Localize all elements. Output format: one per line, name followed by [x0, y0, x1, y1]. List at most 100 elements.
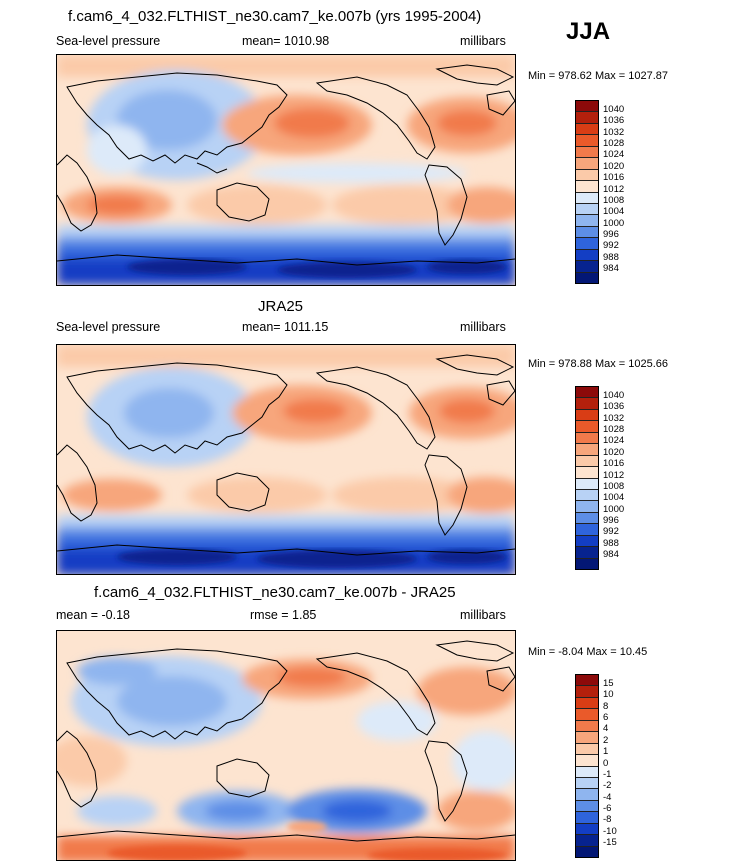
panel3-map [56, 630, 516, 861]
colorbar-swatch [576, 135, 598, 147]
panel3-rmse-label: rmse = 1.85 [250, 608, 317, 622]
colorbar-swatch [576, 743, 598, 756]
colorbar-swatch [576, 203, 598, 216]
cbar2-tick: 1024 [603, 435, 625, 446]
colorbar-swatch [576, 501, 598, 513]
cbar2-tick: 1016 [603, 458, 625, 469]
cbar1-tick: 1008 [603, 195, 625, 206]
panel2-map [56, 344, 516, 575]
colorbar-swatch [576, 387, 598, 399]
cbar3-tick: 15 [603, 678, 614, 689]
colorbar-swatch [576, 398, 598, 410]
colorbar-swatch [576, 421, 598, 433]
panel2-variable-label: Sea-level pressure [56, 320, 161, 334]
cbar1-tick: 1000 [603, 218, 625, 229]
cbar2-tick: 1000 [603, 504, 625, 515]
cbar2-tick: 1032 [603, 413, 625, 424]
colorbar-swatch [576, 238, 598, 250]
colorbar-swatch [576, 697, 598, 710]
cbar1-tick: 984 [603, 263, 619, 274]
colorbar-swatch [576, 455, 598, 468]
colorbar-swatch [576, 823, 598, 836]
cbar3-tick: -8 [603, 814, 612, 825]
colorbar-swatch [576, 766, 598, 778]
panel1-mean-label: mean= 1010.98 [242, 34, 330, 48]
cbar3-tick: -1 [603, 769, 612, 780]
colorbar-swatch [576, 261, 598, 273]
panel2-minmax: Min = 978.88 Max = 1025.66 [528, 358, 669, 370]
cbar3-tick: -10 [603, 826, 617, 837]
cbar1-tick: 1024 [603, 149, 625, 160]
cbar2-tick: 1004 [603, 492, 625, 503]
colorbar-swatch [576, 489, 598, 502]
cbar2-tick: 1020 [603, 447, 625, 458]
colorbar-swatch [576, 215, 598, 227]
colorbar-swatch [576, 835, 598, 847]
cbar1-tick: 992 [603, 240, 619, 251]
cbar3-tick: 4 [603, 723, 609, 734]
colorbar-swatch [576, 709, 598, 721]
panel2-units-label: millibars [460, 320, 506, 334]
cbar1-tick: 988 [603, 252, 619, 263]
colorbar-swatch [576, 846, 598, 857]
cbar1-tick: 1032 [603, 127, 625, 138]
cbar3-tick: 2 [603, 735, 609, 746]
colorbar-swatch [576, 169, 598, 182]
colorbar-swatch [576, 192, 598, 204]
cbar2-tick: 996 [603, 515, 619, 526]
season-label: JJA [566, 18, 611, 45]
cbar2-tick: 1008 [603, 481, 625, 492]
colorbar-swatch [576, 812, 598, 824]
colorbar-swatch [576, 112, 598, 124]
colorbar-swatch [576, 249, 598, 262]
colorbar-swatch [576, 432, 598, 445]
cbar1-tick: 1036 [603, 115, 625, 126]
colorbar-swatch [576, 478, 598, 490]
colorbar-swatch [576, 226, 598, 239]
slp-difference-map-graphic [57, 631, 515, 860]
cbar1-tick: 1012 [603, 184, 625, 195]
cbar2-tick: 1028 [603, 424, 625, 435]
panel3-units-label: millibars [460, 608, 506, 622]
cbar3-tick: 10 [603, 689, 614, 700]
colorbar-swatch [576, 409, 598, 422]
colorbar-swatch [576, 675, 598, 687]
colorbar-swatch [576, 158, 598, 170]
cbar1-tick: 1040 [603, 104, 625, 115]
colorbar-swatch [576, 524, 598, 536]
panel3-mean-label: mean = -0.18 [56, 608, 131, 622]
cbar3-tick: -6 [603, 803, 612, 814]
panel1-variable-label: Sea-level pressure [56, 34, 161, 48]
cbar2-tick: 1040 [603, 390, 625, 401]
cbar1-tick: 1004 [603, 206, 625, 217]
colorbar-swatch [576, 777, 598, 790]
cbar3-tick: 6 [603, 712, 609, 723]
cbar3-tick: -4 [603, 792, 612, 803]
panel1-colorbar [575, 100, 599, 284]
panel1-map [56, 54, 516, 286]
colorbar-swatch [576, 558, 598, 569]
colorbar-swatch [576, 789, 598, 801]
slp-model-map-graphic [57, 55, 515, 285]
colorbar-swatch [576, 146, 598, 159]
colorbar-swatch [576, 444, 598, 456]
colorbar-swatch [576, 755, 598, 767]
colorbar-swatch [576, 123, 598, 136]
panel3-minmax: Min = -8.04 Max = 10.45 [528, 646, 648, 658]
panel2-colorbar [575, 386, 599, 570]
colorbar-swatch [576, 686, 598, 698]
panel3-title: f.cam6_4_032.FLTHIST_ne30.cam7_ke.007b -… [94, 584, 456, 601]
cbar1-tick: 996 [603, 229, 619, 240]
panel1-minmax: Min = 978.62 Max = 1027.87 [528, 70, 669, 82]
colorbar-swatch [576, 467, 598, 479]
panel1-title: f.cam6_4_032.FLTHIST_ne30.cam7_ke.007b (… [68, 8, 482, 25]
colorbar-swatch [576, 547, 598, 559]
cbar1-tick: 1028 [603, 138, 625, 149]
colorbar-swatch [576, 512, 598, 525]
cbar2-tick: 988 [603, 538, 619, 549]
panel2-title: JRA25 [258, 298, 304, 315]
cbar3-tick: -15 [603, 837, 617, 848]
panel1-units-label: millibars [460, 34, 506, 48]
coastline-lines [57, 64, 515, 266]
cbar2-tick: 1036 [603, 401, 625, 412]
